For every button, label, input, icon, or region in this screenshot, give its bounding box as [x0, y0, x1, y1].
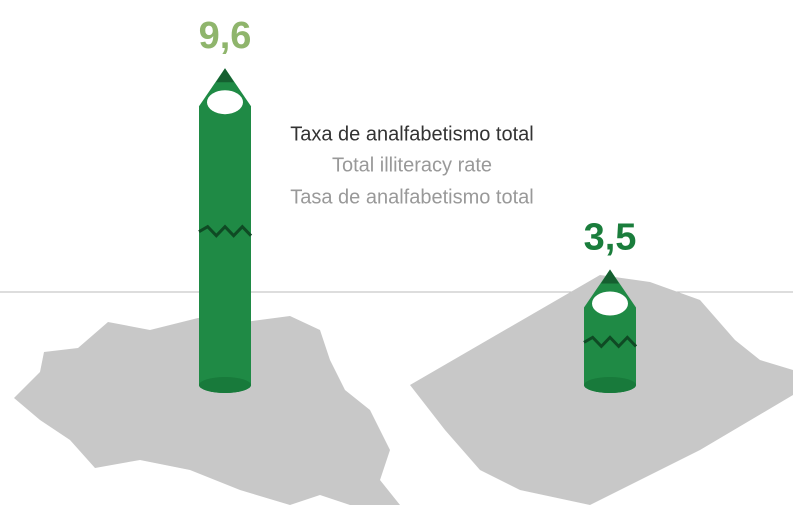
value-label: 3,5 [584, 217, 637, 259]
pencil-lead [601, 269, 619, 284]
title: Taxa de analfabetismo total [290, 123, 534, 145]
pencil-base [199, 377, 251, 393]
value-label: 9,6 [199, 15, 252, 57]
pencil-wood [592, 291, 628, 316]
pencil-break [583, 335, 638, 349]
subtitle: Tasa de analfabetismo total [290, 186, 534, 208]
pencil-lead [216, 68, 234, 83]
subtitle: Total illiteracy rate [332, 154, 492, 176]
pencil-base [584, 377, 636, 393]
pencil [199, 68, 251, 393]
pencil-wood [207, 90, 243, 115]
pencil-break [198, 224, 253, 238]
map-region-left [14, 316, 400, 505]
